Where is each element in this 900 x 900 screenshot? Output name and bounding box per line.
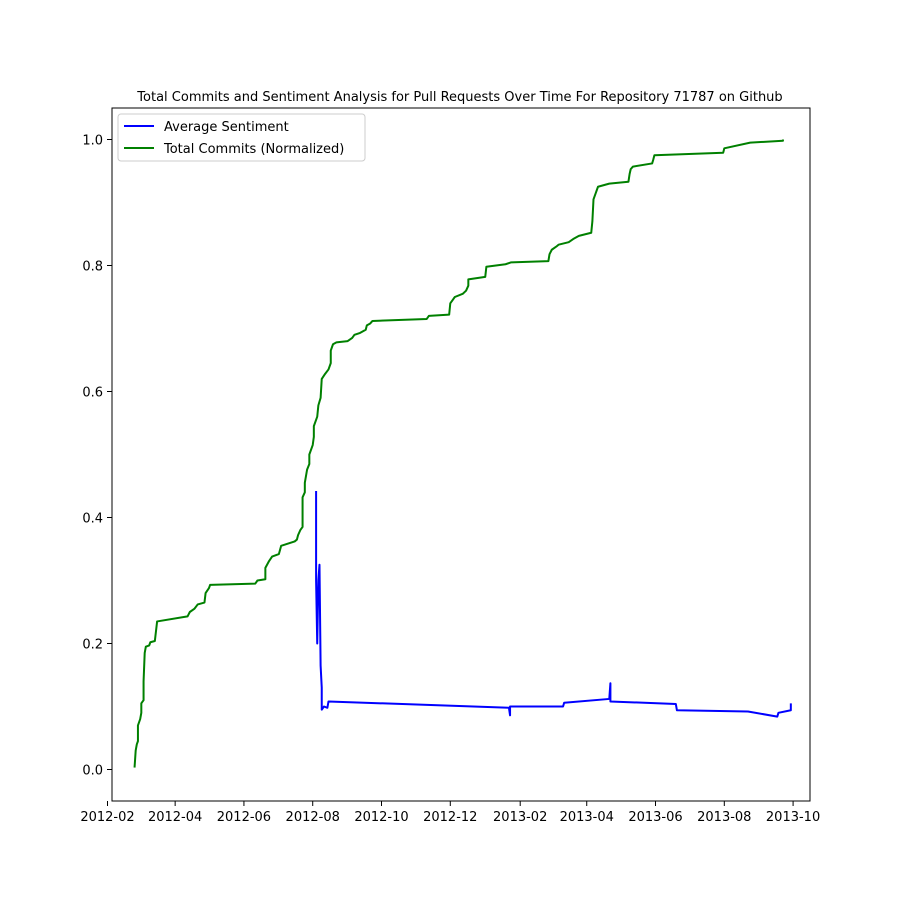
y-tick-label: 0.6: [82, 386, 103, 401]
y-tick-label: 0.8: [82, 260, 103, 275]
y-tick-label: 0.4: [82, 512, 103, 527]
x-tick-label: 2013-08: [697, 810, 751, 825]
series-line-total-commits-normalized: [133, 139, 784, 768]
x-tick-label: 2012-04: [148, 810, 202, 825]
series-layer: [133, 139, 792, 768]
series-line-average-sentiment: [315, 491, 792, 718]
legend: Average Sentiment Total Commits (Normali…: [117, 113, 366, 162]
x-tick-label: 2012-08: [286, 810, 340, 825]
x-tick-label: 2012-06: [217, 810, 271, 825]
x-tick-label: 2013-06: [628, 810, 682, 825]
x-axis: 2012-02 2012-04 2012-06 2012-08 2012-10 2012-…: [80, 801, 820, 825]
y-tick-label: 0.0: [82, 764, 103, 779]
x-tick-label: 2012-10: [354, 810, 408, 825]
legend-label-average-sentiment: Average Sentiment: [164, 120, 289, 135]
y-axis: 0.0 0.2 0.4 0.6 0.8 1.0: [82, 134, 112, 779]
x-tick-label: 2013-04: [560, 810, 614, 825]
y-tick-label: 1.0: [82, 134, 103, 149]
x-tick-label: 2012-02: [80, 810, 134, 825]
chart-title: Total Commits and Sentiment Analysis for…: [136, 90, 782, 105]
legend-box: [117, 113, 366, 162]
legend-label-total-commits: Total Commits (Normalized): [163, 142, 344, 157]
x-tick-label: 2012-12: [423, 810, 477, 825]
y-tick-label: 0.2: [82, 638, 103, 653]
x-tick-label: 2013-10: [766, 810, 820, 825]
x-tick-label: 2013-02: [493, 810, 547, 825]
plot-frame: [111, 107, 811, 802]
